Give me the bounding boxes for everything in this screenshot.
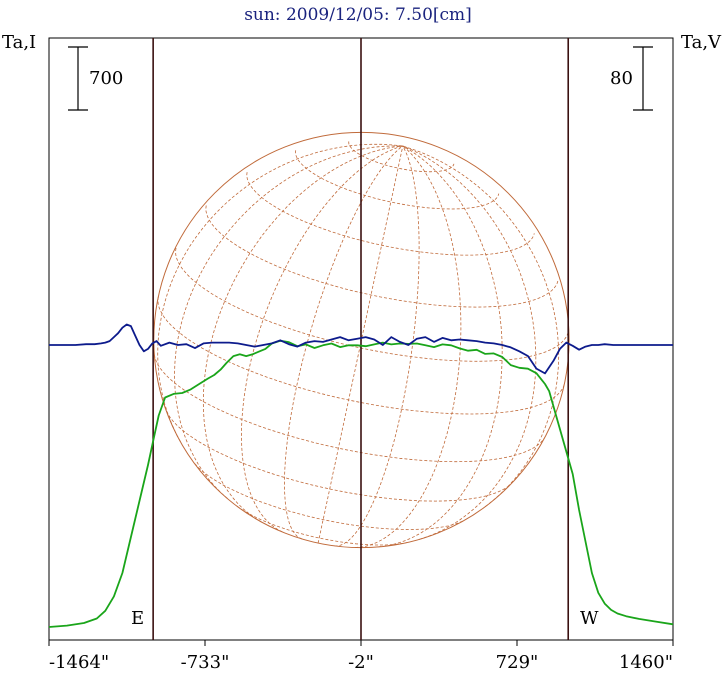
series-lines xyxy=(48,323,674,628)
latitude-line xyxy=(166,410,511,502)
longitude-line xyxy=(378,145,503,548)
longitude-line xyxy=(174,145,403,499)
right-scale-label: 80 xyxy=(610,68,633,89)
chart-title: sun: 2009/12/05: 7.50[cm] xyxy=(244,5,472,25)
longitude-line xyxy=(317,145,404,544)
x-axis-ticks: -1464" -733" -2" 729" 1460" xyxy=(48,640,674,673)
left-scale-bar xyxy=(68,46,88,111)
x-tick-label: -733" xyxy=(181,652,230,673)
latitude-line xyxy=(246,172,535,256)
series-line-ta-v xyxy=(49,323,673,375)
left-axis-label: Ta,I xyxy=(2,32,36,53)
longitude-line xyxy=(241,145,403,533)
longitude-line xyxy=(157,143,403,442)
x-tick-label: 1460" xyxy=(619,652,673,673)
east-limb-label: E xyxy=(131,608,144,629)
x-tick-label: -2" xyxy=(348,652,374,673)
longitude-line xyxy=(284,145,404,540)
latitude-line xyxy=(205,205,559,308)
latitude-line xyxy=(175,247,569,362)
x-tick-label: 729" xyxy=(496,652,539,673)
longitude-line xyxy=(402,145,560,508)
latitude-line xyxy=(194,463,464,530)
longitude-line xyxy=(202,145,403,523)
longitude-line xyxy=(402,145,537,540)
limb-markers xyxy=(152,38,570,640)
left-scale-label: 700 xyxy=(89,68,123,89)
west-limb-label: W xyxy=(580,608,599,629)
right-scale-bar xyxy=(633,46,653,111)
right-axis-label: Ta,V xyxy=(681,32,722,53)
longitude-line xyxy=(334,145,420,547)
x-tick-label: -1464" xyxy=(49,652,109,673)
latitude-line xyxy=(153,354,545,463)
series-line-ta-i xyxy=(48,339,674,628)
longitude-line xyxy=(355,145,462,548)
